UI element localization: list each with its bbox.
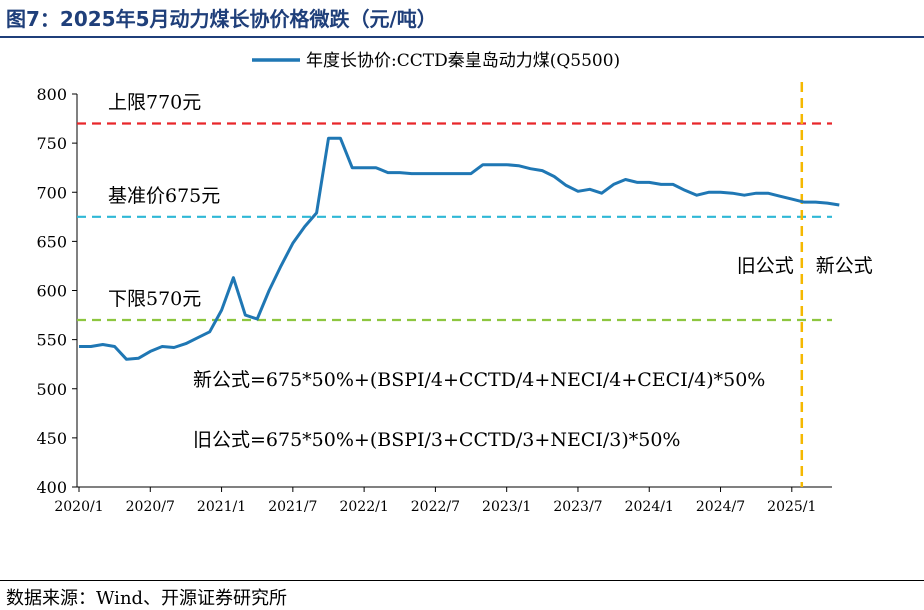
source-note: 数据来源：Wind、开源证券研究所 bbox=[6, 588, 288, 609]
y-tick-label: 600 bbox=[36, 282, 67, 301]
reference-line-label: 基准价675元 bbox=[108, 185, 220, 207]
y-tick-label: 750 bbox=[36, 134, 67, 153]
formula-annotation: 旧公式=675*50%+(BSPI/3+CCTD/3+NECI/3)*50% bbox=[193, 429, 681, 451]
reference-line-label: 下限570元 bbox=[108, 288, 201, 310]
series-layer bbox=[79, 136, 840, 361]
y-tick-label: 400 bbox=[36, 478, 67, 497]
chart-axes: 400 450 500 550 600 650 700 750 800 2020/1 2020/7 2… bbox=[36, 85, 832, 515]
title-rule bbox=[0, 36, 924, 38]
y-tick-label: 500 bbox=[36, 380, 67, 399]
x-tick-label: 2022/1 bbox=[339, 499, 388, 515]
x-tick-label: 2024/1 bbox=[625, 499, 674, 515]
figure-title: 图7：2025年5月动力煤长协价格微跌（元/吨） bbox=[6, 7, 437, 31]
y-tick-label: 700 bbox=[36, 183, 67, 202]
y-tick-label: 650 bbox=[36, 232, 67, 251]
reference-line-label: 上限770元 bbox=[108, 91, 201, 113]
x-tick-label: 2025/1 bbox=[767, 499, 816, 515]
legend-label: 年度长协价:CCTD秦皇岛动力煤(Q5500) bbox=[306, 51, 620, 71]
formula-annotation: 新公式=675*50%+(BSPI/4+CCTD/4+NECI/4+CECI/4… bbox=[193, 369, 765, 391]
x-tick-label: 2020/7 bbox=[126, 499, 175, 515]
x-tick-label: 2021/7 bbox=[268, 499, 317, 515]
x-tick-label: 2022/7 bbox=[411, 499, 460, 515]
x-tick-label: 2020/1 bbox=[54, 499, 103, 515]
x-tick-label: 2023/7 bbox=[553, 499, 602, 515]
y-tick-label: 450 bbox=[36, 429, 67, 448]
chart-legend: 年度长协价:CCTD秦皇岛动力煤(Q5500) bbox=[252, 51, 620, 71]
old-formula-label: 旧公式 bbox=[737, 255, 794, 277]
chart-labels: 旧公式 新公式新公式=675*50%+(BSPI/4+CCTD/4+NECI/4+… bbox=[193, 255, 873, 451]
source-rule bbox=[0, 580, 924, 581]
x-tick-label: 2024/7 bbox=[696, 499, 745, 515]
x-tick-label: 2021/1 bbox=[197, 499, 246, 515]
x-tick-label: 2023/1 bbox=[482, 499, 531, 515]
new-formula-label: 新公式 bbox=[816, 255, 873, 277]
y-tick-label: 550 bbox=[36, 331, 67, 350]
y-tick-label: 800 bbox=[36, 85, 67, 104]
series-line bbox=[79, 136, 840, 361]
